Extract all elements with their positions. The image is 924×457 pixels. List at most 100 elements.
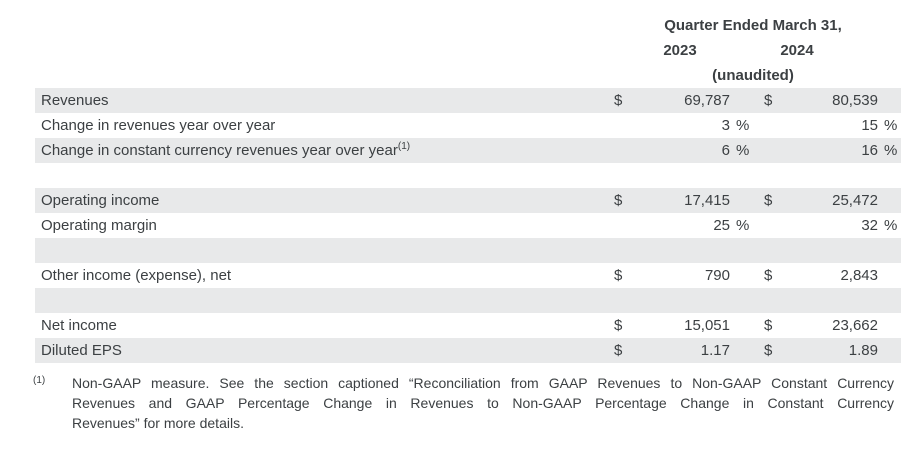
financial-statement-page: Quarter Ended March 31, 2023 2024 (unaud…: [0, 13, 924, 433]
currency-symbol-2023: $: [614, 267, 623, 284]
value-2023: 17,415: [640, 188, 730, 213]
value-2024: [785, 163, 878, 188]
row-label: Revenues: [35, 88, 605, 113]
footnote-reference: (1): [397, 141, 411, 152]
footnote-text: Non-GAAP measure. See the section captio…: [72, 373, 894, 433]
table-row: Change in constant currency revenues yea…: [35, 138, 901, 163]
percent-sign-2023: [730, 338, 755, 363]
currency-symbol-2023: [605, 113, 640, 138]
percent-sign-2023: [730, 288, 755, 313]
row-label: Change in constant currency revenues yea…: [35, 138, 605, 163]
table-row: Diluted EPS $1.17 $1.89: [35, 338, 901, 363]
header-spacer-cell: [35, 63, 605, 88]
value-2024: 16: [785, 138, 878, 163]
value-2024: 1.89: [785, 338, 878, 363]
percent-sign-2024: %: [884, 217, 898, 234]
percent-sign-2023: [730, 163, 755, 188]
value-2024: [785, 288, 878, 313]
percent-sign-2024: [878, 338, 901, 363]
row-label: Other income (expense), net: [41, 267, 232, 284]
currency-symbol-2023: $: [605, 88, 640, 113]
percent-sign-2023: [730, 188, 755, 213]
currency-symbol-2024: [755, 138, 785, 163]
currency-symbol-2023: [605, 213, 640, 238]
row-label: Operating income: [35, 188, 605, 213]
percent-sign-2023: [730, 238, 755, 263]
currency-symbol-2024: $: [755, 88, 785, 113]
row-label: [35, 238, 605, 263]
value-2024: 2,843: [840, 267, 878, 284]
footnote-line: Revenues and GAAP Percentage Change in R…: [72, 395, 894, 411]
period-title: Quarter Ended March 31,: [664, 17, 842, 34]
currency-symbol-2023: $: [605, 188, 640, 213]
row-label: [35, 288, 605, 313]
spacer-row: [35, 238, 901, 263]
currency-symbol-2023: $: [605, 338, 640, 363]
footnote-marker: (1): [33, 375, 46, 386]
table-row: Operating income $17,415 $25,472: [35, 188, 901, 213]
value-2023: 15,051: [684, 317, 730, 334]
currency-symbol-2024: [755, 163, 785, 188]
row-label: Net income: [41, 317, 117, 334]
percent-sign-2024: [878, 263, 901, 288]
spacer-row: [35, 163, 901, 188]
value-2023: 3: [721, 117, 730, 134]
table-body: Revenues $69,787 $80,539 Change in revenues…: [35, 88, 901, 363]
value-2024: 32: [861, 217, 878, 234]
currency-symbol-2023: [605, 163, 640, 188]
percent-sign-2024: [878, 288, 901, 313]
value-2023: 790: [704, 267, 730, 284]
percent-sign-2023: [730, 263, 755, 288]
value-2024: [785, 238, 878, 263]
percent-sign-2023: %: [736, 117, 750, 134]
value-2023: [640, 163, 730, 188]
currency-symbol-2024: $: [764, 267, 773, 284]
percent-sign-2024: [878, 188, 901, 213]
value-2023: 69,787: [640, 88, 730, 113]
row-label: Operating margin: [41, 217, 157, 234]
footnote: (1) Non-GAAP measure. See the section ca…: [33, 373, 924, 433]
row-label: Change in revenues year over year: [41, 117, 276, 134]
percent-sign-2024: %: [878, 138, 901, 163]
currency-symbol-2024: $: [764, 317, 773, 334]
header-unaudited-row: (unaudited): [35, 63, 901, 88]
value-2023: [640, 238, 730, 263]
value-2024: 15: [861, 117, 878, 134]
percent-sign-2023: [730, 88, 755, 113]
footnote-line: Revenues” for more details.: [72, 415, 244, 431]
percent-sign-2024: [878, 313, 901, 338]
currency-symbol-2024: [755, 238, 785, 263]
currency-symbol-2024: $: [755, 338, 785, 363]
currency-symbol-2023: [605, 138, 640, 163]
percent-sign-2024: [878, 88, 901, 113]
currency-symbol-2023: $: [614, 317, 623, 334]
table-row: Operating margin 25% 32%: [35, 213, 901, 238]
value-2023: 6: [640, 138, 730, 163]
value-2024: 25,472: [785, 188, 878, 213]
value-2024: 80,539: [785, 88, 878, 113]
currency-symbol-2024: [755, 113, 785, 138]
unaudited-note: (unaudited): [712, 67, 794, 84]
percent-sign-2023: %: [730, 138, 755, 163]
percent-sign-2024: [878, 163, 901, 188]
header-spacer-cell: [35, 38, 605, 63]
header-years-row: 2023 2024: [35, 38, 901, 63]
column-header-2023: 2023: [663, 42, 697, 59]
column-header-2024: 2024: [780, 42, 814, 59]
currency-symbol-2023: [605, 238, 640, 263]
row-label: Diluted EPS: [35, 338, 605, 363]
value-2023: 25: [713, 217, 730, 234]
currency-symbol-2024: $: [755, 188, 785, 213]
header-spacer-cell: [35, 13, 605, 38]
table-row: Other income (expense), net $790 $2,843: [35, 263, 901, 288]
percent-sign-2024: [878, 238, 901, 263]
footnote-line: Non-GAAP measure. See the section captio…: [72, 375, 894, 391]
table-row: Revenues $69,787 $80,539: [35, 88, 901, 113]
table-row: Net income $15,051 $23,662: [35, 313, 901, 338]
value-2023: 1.17: [640, 338, 730, 363]
percent-sign-2023: [730, 313, 755, 338]
percent-sign-2024: %: [884, 117, 898, 134]
value-2024: 23,662: [832, 317, 878, 334]
header-period-row: Quarter Ended March 31,: [35, 13, 901, 38]
table-row: Change in revenues year over year 3% 15%: [35, 113, 901, 138]
